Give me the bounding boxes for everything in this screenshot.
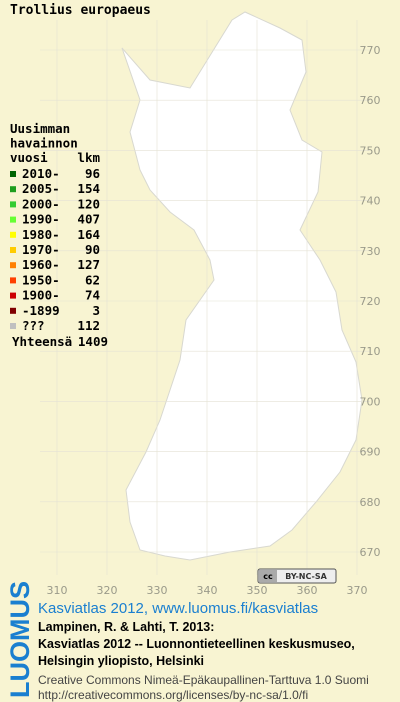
citation-line: Lampinen, R. & Lahti, T. 2013: [38,620,214,634]
legend-count: 62 [85,272,100,287]
legend-swatch [10,231,16,238]
legend-label: 2010- [22,166,60,181]
x-tick-label: 330 [147,584,168,597]
badge-cc: cc [263,572,273,581]
legend-header: Uusimman [10,121,70,136]
legend-label: ??? [22,318,45,333]
license-line: http://creativecommons.org/licenses/by-n… [38,688,308,702]
y-tick-label: 710 [360,345,381,358]
x-tick-label: 370 [347,584,368,597]
legend-count: 164 [77,227,100,242]
y-tick-label: 670 [360,546,381,559]
map-title: Trollius europaeus [10,3,151,18]
grid: 770 760 750 740 730 720 710 700 690 680 670 310 320 3… [40,20,381,597]
legend-header: vuosi [10,150,48,165]
legend-count: 154 [77,181,100,196]
legend-swatch [10,186,16,193]
y-tick-label: 750 [360,144,381,157]
legend-count: 127 [77,257,100,272]
legend-count: 112 [77,318,100,333]
legend-swatch [10,323,16,329]
legend-label: 1900- [22,288,60,303]
y-tick-label: 680 [360,496,381,509]
legend-swatch [10,307,16,314]
legend-label: 1950- [22,272,60,287]
y-tick-label: 730 [360,245,381,258]
legend-header: havainnon [10,136,78,151]
license-line: Creative Commons Nimeä-Epäkaupallinen-Ta… [38,673,369,687]
legend-label: 2000- [22,196,60,211]
headline: Kasviatlas 2012, www.luomus.fi/kasviatla… [38,600,318,617]
y-tick-label: 770 [360,44,381,57]
y-tick-label: 760 [360,94,381,107]
y-tick-label: 700 [360,395,381,408]
total-count: 1409 [78,334,108,349]
legend-count: 407 [77,212,100,227]
badge-frame [257,568,337,584]
legend-swatch [10,216,16,223]
legend-swatch [10,201,16,208]
legend-count: 90 [85,242,100,257]
legend-label: 1980- [22,227,60,242]
badge-text: BY-NC-SA [285,572,327,581]
legend-label: -1899 [22,303,60,318]
legend-swatch [10,247,16,253]
legend-swatch [10,292,16,299]
legend-label: 2005- [22,181,60,196]
x-tick-label: 350 [247,584,268,597]
legend-count: 3 [92,303,100,318]
citation-line: Helsingin yliopisto, Helsinki [38,654,204,668]
legend-count: 74 [85,288,100,303]
legend-count: 120 [77,196,100,211]
y-tick-label: 720 [360,295,381,308]
legend-count: 96 [85,166,100,181]
legend-label: 1960- [22,257,60,272]
legend-count-header: lkm [77,150,100,165]
x-tick-label: 340 [197,584,218,597]
total-label: Yhteensä [12,334,72,349]
badge-icon [259,570,277,582]
x-tick-label: 360 [297,584,318,597]
x-tick-label: 320 [97,584,118,597]
y-tick-label: 690 [360,446,381,459]
legend-swatch [10,277,16,284]
x-tick-label: 310 [47,584,68,597]
y-tick-label: 740 [360,195,381,208]
logo: LUOMUS [5,581,35,698]
license-badge: cc BY-NC-SA [257,568,337,584]
citation-line: Kasviatlas 2012 -- Luonnontieteellinen k… [38,637,355,651]
country-outline [121,11,363,561]
legend-label: 1970- [22,242,60,257]
legend-swatch [10,171,16,177]
legend-label: 1990- [22,212,60,227]
legend-swatch [10,262,16,269]
